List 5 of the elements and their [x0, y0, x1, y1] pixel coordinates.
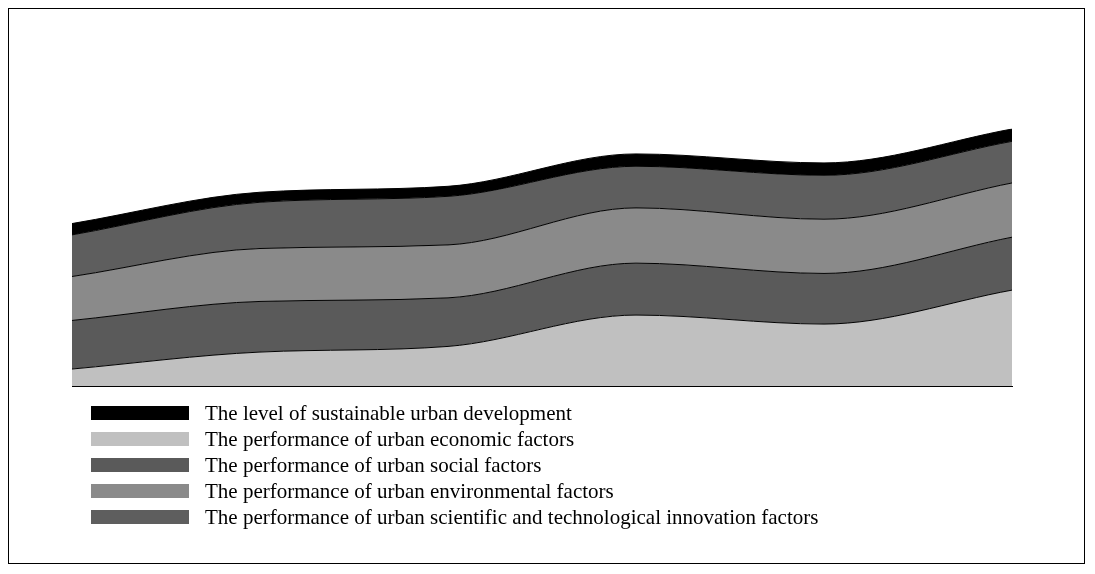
legend-label: The performance of urban scientific and technological innovation factors: [205, 504, 819, 530]
legend-label: The level of sustainable urban development: [205, 400, 572, 426]
legend-label: The performance of urban social factors: [205, 452, 542, 478]
legend-label: The performance of urban economic factors: [205, 426, 575, 452]
legend-label: The performance of urban environmental factors: [205, 478, 614, 504]
